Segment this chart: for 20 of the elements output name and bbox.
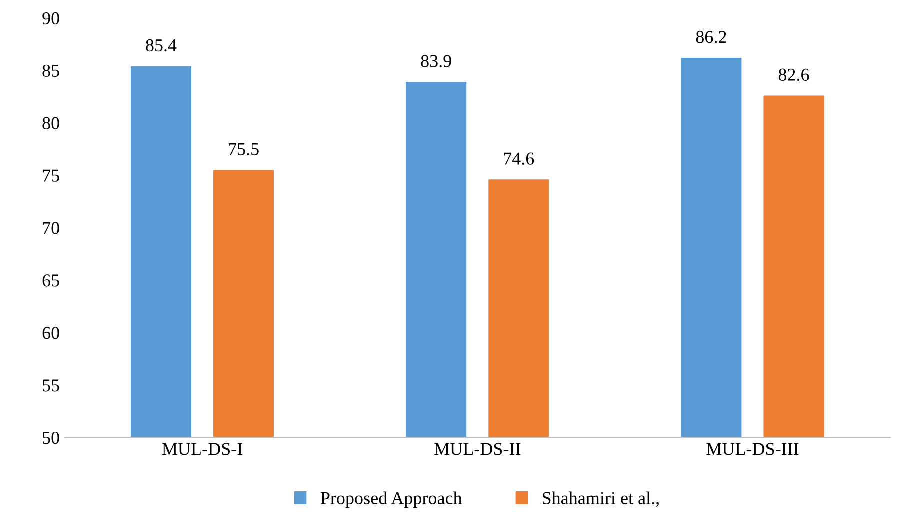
data-label: 86.2 <box>696 31 726 44</box>
y-tick-label: 90 <box>42 12 60 25</box>
x-tick-label: MUL-DS-I <box>162 443 242 456</box>
data-label: 75.5 <box>229 143 259 156</box>
y-tick-label: 75 <box>43 170 60 182</box>
y-tick-label: 50 <box>43 432 60 444</box>
x-tick-label: MUL-DS-II <box>434 443 521 456</box>
y-tick-label: 85 <box>42 64 60 78</box>
data-label: 83.9 <box>421 55 452 68</box>
legend-label: Shahamiri et al., <box>542 492 659 508</box>
data-label: 74.6 <box>504 152 534 165</box>
y-tick-label: 65 <box>42 274 60 287</box>
y-tick-label: 70 <box>43 222 60 234</box>
data-label: 85.4 <box>146 39 177 52</box>
y-tick-label: 55 <box>43 380 60 392</box>
x-tick-label: MUL-DS-III <box>706 443 799 456</box>
data-label: 82.6 <box>778 68 810 82</box>
legend-label: Proposed Approach <box>320 492 462 508</box>
y-tick-label: 60 <box>42 327 60 340</box>
y-tick-label: 80 <box>42 117 60 130</box>
